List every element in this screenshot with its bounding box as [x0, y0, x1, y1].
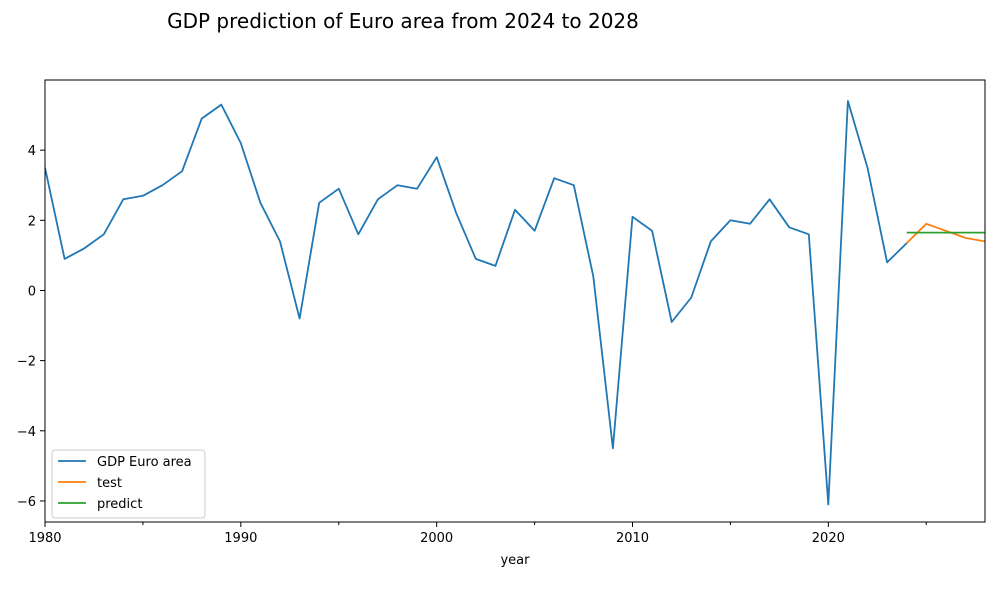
legend-label-0: GDP Euro area	[97, 455, 192, 470]
legend-label-1: test	[97, 476, 122, 491]
x-tick-label-0: 1980	[28, 531, 61, 546]
y-tick-label-1: −4	[17, 425, 36, 440]
y-tick-label-4: 2	[28, 214, 36, 229]
legend-label-2: predict	[97, 497, 142, 512]
y-tick-label-2: −2	[17, 355, 36, 370]
x-axis: 1980 1990 2000 2010 2020	[28, 522, 927, 546]
chart-title: GDP prediction of Euro area from 2024 to…	[167, 9, 639, 33]
plot-frame	[44, 79, 986, 523]
y-axis: −6 −4 −2 0 2 4	[17, 144, 45, 510]
y-tick-label-5: 4	[28, 144, 36, 159]
series-layer	[45, 100, 985, 506]
x-tick-label-1: 1990	[224, 531, 257, 546]
x-axis-label: year	[500, 553, 530, 568]
y-tick-label-3: 0	[28, 284, 36, 299]
series-line-0	[45, 100, 908, 506]
y-tick-label-0: −6	[17, 495, 36, 510]
legend-box	[51, 449, 206, 519]
legend: GDP Euro area test predict	[51, 449, 206, 519]
x-tick-label-3: 2010	[616, 531, 649, 546]
series-line-1	[906, 222, 985, 244]
x-tick-label-2: 2000	[420, 531, 453, 546]
x-tick-label-4: 2020	[812, 531, 845, 546]
